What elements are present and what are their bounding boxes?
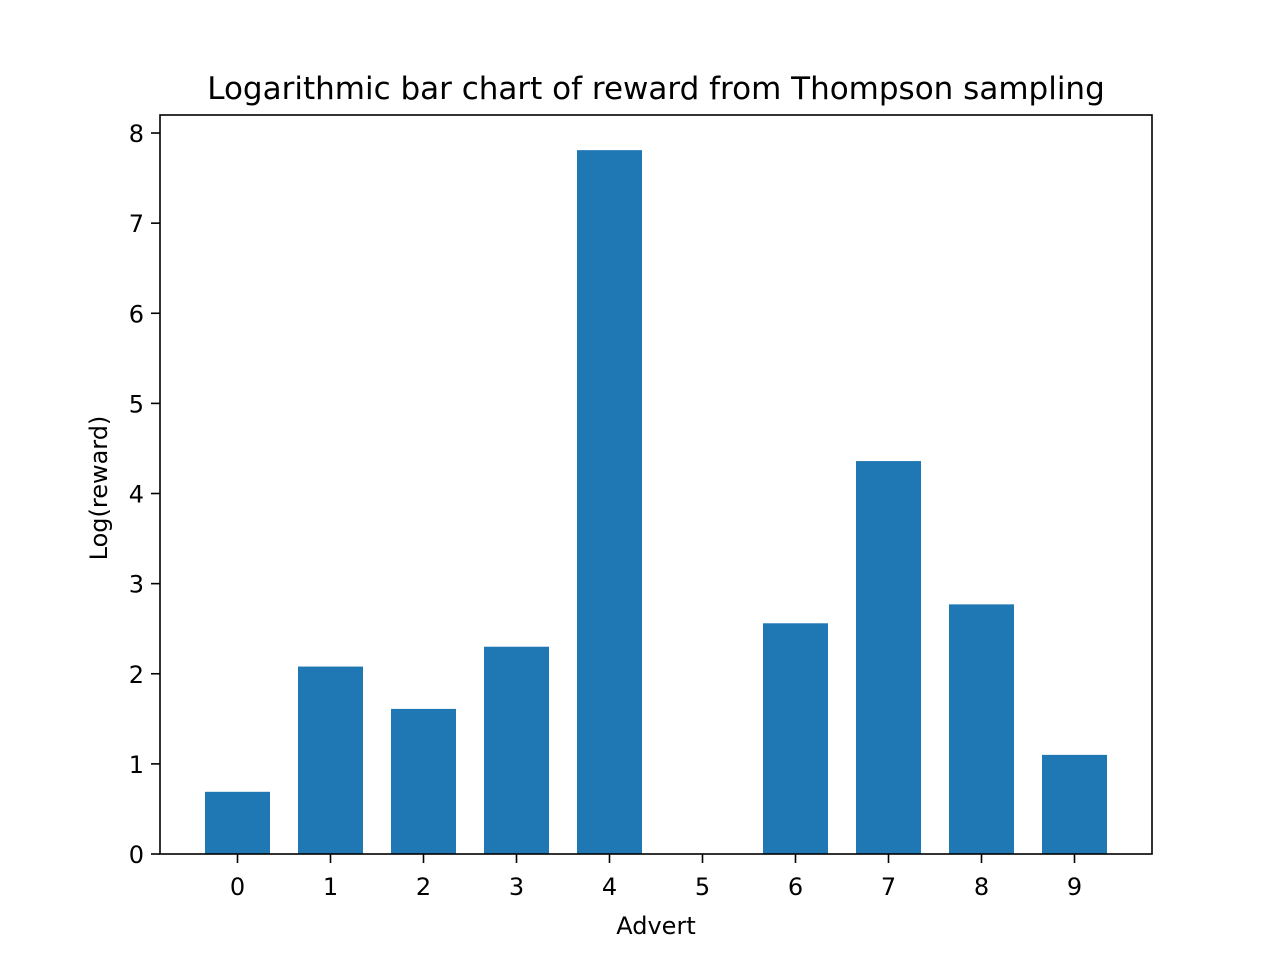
bar-advert-9 <box>1042 754 1107 854</box>
plot-frame <box>159 114 1153 855</box>
y-tick-label: 0 <box>129 841 144 869</box>
y-tick-label: 1 <box>129 751 144 779</box>
bar-advert-2 <box>391 708 456 854</box>
bar-advert-6 <box>763 623 828 854</box>
x-tick-label: 4 <box>602 873 617 901</box>
y-tick-label: 2 <box>129 661 144 689</box>
bar-advert-7 <box>856 461 921 854</box>
y-tick-label: 7 <box>129 210 144 238</box>
bar-advert-3 <box>484 646 549 854</box>
bars-group <box>205 150 1107 854</box>
bar-advert-1 <box>298 666 363 854</box>
x-axis-label: Advert <box>616 912 695 940</box>
y-axis: 0 1 2 3 4 5 6 7 8 <box>129 120 160 869</box>
x-tick-label: 0 <box>230 873 245 901</box>
bar-advert-0 <box>205 791 270 854</box>
x-tick-label: 2 <box>416 873 431 901</box>
y-tick-label: 8 <box>129 120 144 148</box>
x-tick-label: 5 <box>695 873 710 901</box>
bar-advert-4 <box>577 150 642 854</box>
y-tick-label: 6 <box>129 300 144 328</box>
x-tick-label: 9 <box>1067 873 1082 901</box>
x-tick-label: 1 <box>323 873 338 901</box>
x-tick-label: 6 <box>788 873 803 901</box>
y-tick-label: 4 <box>129 481 144 509</box>
y-tick-label: 3 <box>129 571 144 599</box>
x-tick-label: 3 <box>509 873 524 901</box>
bar-advert-8 <box>949 604 1014 854</box>
x-tick-label: 8 <box>974 873 989 901</box>
x-axis: 0 1 2 3 4 5 6 7 8 9 <box>230 854 1082 901</box>
y-tick-label: 5 <box>129 390 144 418</box>
x-tick-label: 7 <box>881 873 896 901</box>
y-axis-label: Log(reward) <box>85 416 113 561</box>
chart-title: Logarithmic bar chart of reward from Tho… <box>207 71 1105 107</box>
